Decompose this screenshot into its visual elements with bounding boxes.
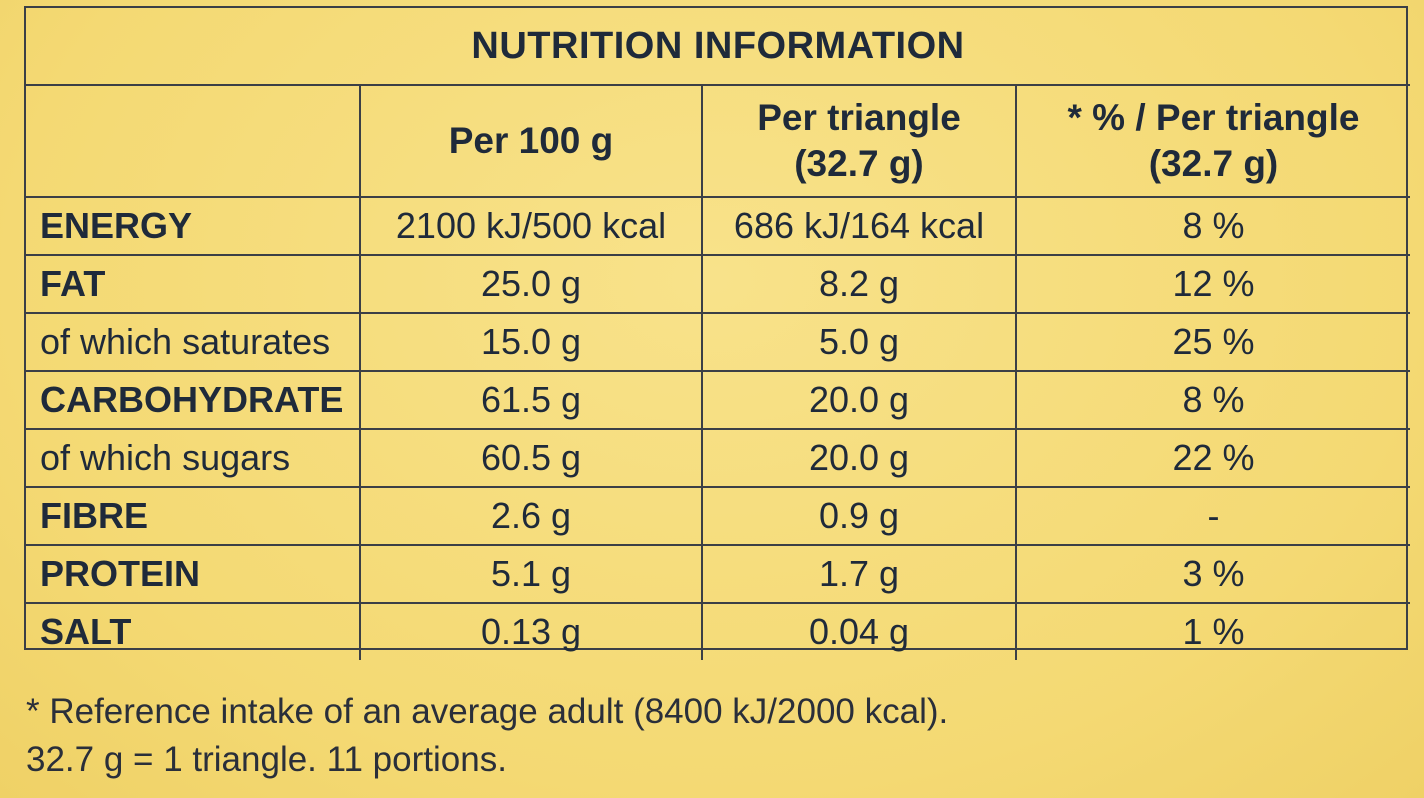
energy-per-100g: 2100 kJ/500 kcal <box>359 196 703 256</box>
row-label-saturates: of which saturates <box>26 312 361 372</box>
carbohydrate-per-triangle: 20.0 g <box>701 370 1017 430</box>
row-label-protein: PROTEIN <box>26 544 361 604</box>
carbohydrate-percent: 8 % <box>1015 370 1410 430</box>
header-per-100g-line1: Per 100 g <box>448 119 614 161</box>
row-label-sugars: of which sugars <box>26 428 361 488</box>
table-title-row: NUTRITION INFORMATION <box>26 8 1410 86</box>
table-row: CARBOHYDRATE 61.5 g 20.0 g 8 % <box>26 370 1410 430</box>
salt-percent: 1 % <box>1015 602 1410 660</box>
header-percent-per-triangle: * % / Per triangle (32.7 g) <box>1015 84 1410 198</box>
header-empty-cell <box>26 84 361 198</box>
protein-per-triangle: 1.7 g <box>701 544 1017 604</box>
fat-percent: 12 % <box>1015 254 1410 314</box>
table-row: ENERGY 2100 kJ/500 kcal 686 kJ/164 kcal … <box>26 196 1410 256</box>
energy-percent: 8 % <box>1015 196 1410 256</box>
table-row: PROTEIN 5.1 g 1.7 g 3 % <box>26 544 1410 604</box>
fibre-per-100g: 2.6 g <box>359 486 703 546</box>
nutrition-table-frame: NUTRITION INFORMATION Per 100 g Per tria… <box>24 6 1410 660</box>
header-percent-line2: (32.7 g) <box>1148 143 1279 184</box>
fibre-per-triangle: 0.9 g <box>701 486 1017 546</box>
nutrition-table: NUTRITION INFORMATION Per 100 g Per tria… <box>26 8 1410 660</box>
reference-intake-note: * Reference intake of an average adult (… <box>26 692 949 731</box>
row-label-fibre: FIBRE <box>26 486 361 546</box>
saturates-per-triangle: 5.0 g <box>701 312 1017 372</box>
table-row: SALT 0.13 g 0.04 g 1 % <box>26 602 1410 660</box>
row-label-fat: FAT <box>26 254 361 314</box>
footnotes: * Reference intake of an average adult (… <box>26 688 948 784</box>
fat-per-100g: 25.0 g <box>359 254 703 314</box>
header-per-triangle-line1: Per triangle <box>757 96 961 138</box>
header-per-100g: Per 100 g <box>359 84 703 198</box>
sugars-per-100g: 60.5 g <box>359 428 703 488</box>
portions-note: 32.7 g = 1 triangle. 11 portions. <box>26 740 507 779</box>
table-row: FIBRE 2.6 g 0.9 g - <box>26 486 1410 546</box>
header-per-triangle: Per triangle (32.7 g) <box>701 84 1017 198</box>
fat-per-triangle: 8.2 g <box>701 254 1017 314</box>
sugars-percent: 22 % <box>1015 428 1410 488</box>
row-label-carbohydrate: CARBOHYDRATE <box>26 370 361 430</box>
salt-per-triangle: 0.04 g <box>701 602 1017 660</box>
table-row: FAT 25.0 g 8.2 g 12 % <box>26 254 1410 314</box>
table-header-row: Per 100 g Per triangle (32.7 g) * % / Pe… <box>26 84 1410 198</box>
row-label-energy: ENERGY <box>26 196 361 256</box>
fibre-percent: - <box>1015 486 1410 546</box>
protein-per-100g: 5.1 g <box>359 544 703 604</box>
header-per-triangle-line2: (32.7 g) <box>794 143 924 184</box>
salt-per-100g: 0.13 g <box>359 602 703 660</box>
row-label-salt: SALT <box>26 602 361 660</box>
energy-per-triangle: 686 kJ/164 kcal <box>701 196 1017 256</box>
header-percent-line1: * % / Per triangle <box>1067 96 1360 138</box>
table-row: of which saturates 15.0 g 5.0 g 25 % <box>26 312 1410 372</box>
table-title: NUTRITION INFORMATION <box>26 8 1410 86</box>
carbohydrate-per-100g: 61.5 g <box>359 370 703 430</box>
sugars-per-triangle: 20.0 g <box>701 428 1017 488</box>
protein-percent: 3 % <box>1015 544 1410 604</box>
saturates-per-100g: 15.0 g <box>359 312 703 372</box>
table-row: of which sugars 60.5 g 20.0 g 22 % <box>26 428 1410 488</box>
saturates-percent: 25 % <box>1015 312 1410 372</box>
